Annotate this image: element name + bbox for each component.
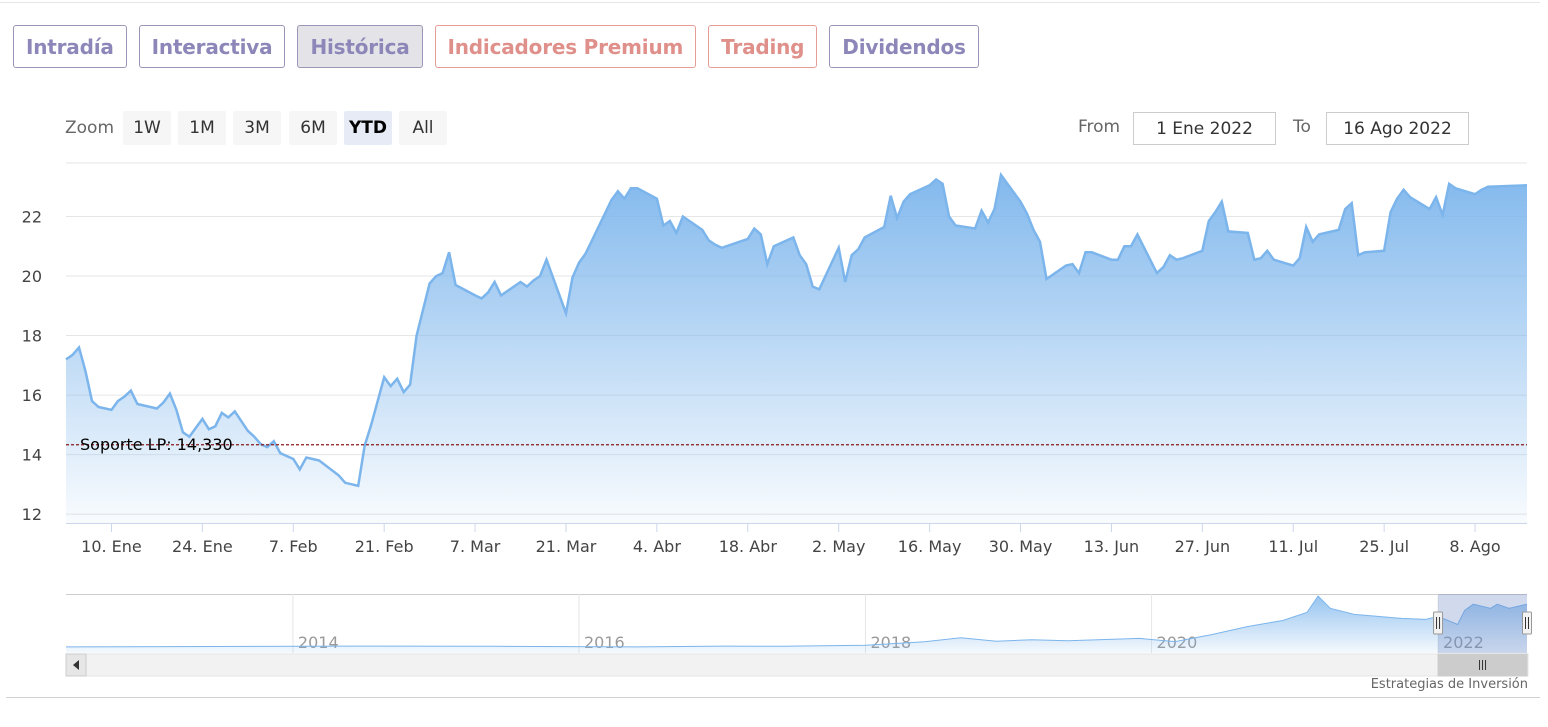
y-tick-label: 20 <box>22 267 42 286</box>
zoom-1w-button[interactable]: 1W <box>123 111 171 145</box>
y-tick-label: 14 <box>22 446 42 465</box>
navigator-line <box>65 595 1528 648</box>
zoom-1m-button[interactable]: 1M <box>178 111 226 145</box>
x-tick-label: 24. Ene <box>172 537 233 556</box>
credit-text: Estrategias de Inversión <box>1370 677 1528 692</box>
navigator-mask <box>1438 594 1527 653</box>
y-tick-label: 16 <box>22 386 42 405</box>
x-tick-label: 25. Jul <box>1359 537 1409 556</box>
price-line <box>65 171 1528 488</box>
zoom-ytd-button[interactable]: YTD <box>344 111 392 145</box>
tab-interactiva[interactable]: Interactiva <box>138 25 286 68</box>
x-tick-label: 30. May <box>989 537 1053 556</box>
tab-indicadores-premium[interactable]: Indicadores Premium <box>434 25 697 68</box>
tab-intradia[interactable]: Intradía <box>13 25 127 68</box>
x-tick-label: 27. Jun <box>1175 537 1231 556</box>
scrollbar-track <box>65 653 1529 677</box>
x-tick-label: 13. Jun <box>1084 537 1140 556</box>
support-label: Soporte LP: 14,330 <box>80 435 233 454</box>
x-tick-label: 2. May <box>812 537 865 556</box>
navigator-area <box>66 596 1527 653</box>
y-tick-label: 22 <box>22 208 42 227</box>
tab-dividendos[interactable]: Dividendos <box>829 25 979 68</box>
from-date-input[interactable]: 1 Ene 2022 <box>1133 112 1276 145</box>
tab-bar: Intradía Interactiva Histórica Indicador… <box>13 25 979 68</box>
price-area <box>66 174 1527 523</box>
x-tick-label: 21. Feb <box>355 537 414 556</box>
zoom-label: Zoom <box>65 118 115 138</box>
x-tick-label: 18. Abr <box>719 537 778 556</box>
x-tick-label: 8. Ago <box>1449 537 1500 556</box>
x-tick-label: 16. May <box>898 537 962 556</box>
zoom-3m-button[interactable]: 3M <box>233 111 281 145</box>
tab-historica[interactable]: Histórica <box>297 25 423 68</box>
tab-trading[interactable]: Trading <box>708 25 818 68</box>
navigator[interactable]: 20142016201820202022 <box>65 594 1532 653</box>
x-tick-label: 4. Abr <box>633 537 681 556</box>
y-tick-label: 12 <box>22 505 42 524</box>
zoom-6m-button[interactable]: 6M <box>289 111 337 145</box>
x-tick-label: 7. Feb <box>269 537 318 556</box>
x-tick-label: 7. Mar <box>450 537 501 556</box>
x-tick-label: 21. Mar <box>536 537 597 556</box>
top-border <box>0 2 1540 3</box>
zoom-all-button[interactable]: All <box>399 111 447 145</box>
scrollbar[interactable] <box>65 653 1529 677</box>
bottom-border <box>6 697 1540 698</box>
y-tick-label: 18 <box>22 327 42 346</box>
x-tick-label: 11. Jul <box>1268 537 1318 556</box>
from-label: From <box>1078 117 1121 137</box>
navigator-handle-left[interactable] <box>1433 611 1444 635</box>
navigator-handle-right[interactable] <box>1522 611 1532 635</box>
to-date-input[interactable]: 16 Ago 2022 <box>1326 112 1469 145</box>
to-label: To <box>1293 117 1311 137</box>
arrow-left-icon <box>73 660 79 670</box>
x-tick-label: 10. Ene <box>81 537 142 556</box>
